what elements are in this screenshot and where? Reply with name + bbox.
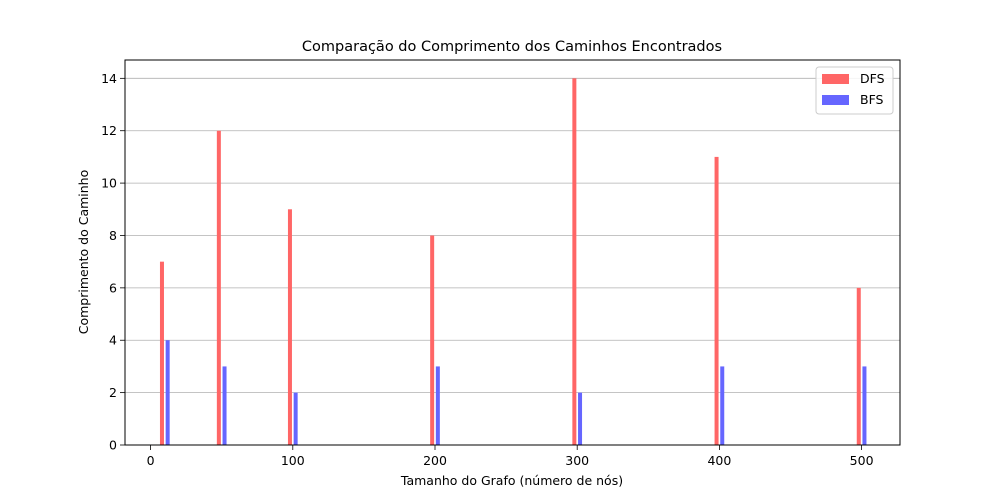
y-tick-label-4: 8 (109, 228, 117, 243)
y-tick-label-6: 12 (101, 123, 117, 138)
bar-bfs-500 (862, 366, 867, 445)
plot-area-frame (124, 59, 901, 446)
x-axis-ticks: 0 100 200 300 400 500 (147, 445, 874, 468)
legend-swatch-dfs (822, 74, 849, 84)
x-tick-label-3: 300 (565, 453, 589, 468)
y-tick-label-5: 10 (101, 176, 117, 191)
bar-dfs-500 (856, 287, 861, 445)
bar-dfs-300 (572, 78, 577, 445)
y-tick-label-0: 0 (109, 438, 117, 453)
bar-dfs-50 (216, 130, 221, 445)
x-tick-label-2: 200 (423, 453, 447, 468)
grid-lines (125, 77, 900, 394)
bar-bfs-100 (293, 392, 298, 445)
x-tick-label-0: 0 (147, 453, 155, 468)
bar-dfs-10 (159, 261, 164, 445)
bar-dfs-400 (714, 156, 719, 445)
y-tick-label-7: 14 (101, 71, 117, 86)
legend: DFS BFS (815, 66, 894, 115)
bar-bfs-300 (578, 392, 583, 445)
bar-bfs-200 (435, 366, 440, 445)
bars (159, 78, 867, 445)
x-tick-label-1: 100 (281, 453, 305, 468)
y-axis-label: Comprimento do Caminho (76, 170, 91, 335)
bar-bfs-50 (222, 366, 227, 445)
x-tick-label-4: 400 (707, 453, 731, 468)
y-axis-ticks: 0 2 4 6 8 10 12 14 (101, 71, 125, 453)
x-axis-label: Tamanho do Grafo (número de nós) (400, 473, 623, 488)
legend-label-bfs: BFS (860, 92, 884, 107)
x-tick-label-5: 500 (850, 453, 874, 468)
bar-bfs-10 (165, 340, 170, 445)
y-tick-label-3: 6 (109, 280, 117, 295)
legend-label-dfs: DFS (860, 71, 885, 86)
legend-swatch-bfs (822, 95, 849, 105)
y-tick-label-1: 2 (109, 385, 117, 400)
chart-title: Comparação do Comprimento dos Caminhos E… (302, 39, 722, 55)
bar-dfs-200 (430, 235, 435, 445)
bar-bfs-400 (720, 366, 725, 445)
y-tick-label-2: 4 (109, 333, 117, 348)
bar-dfs-100 (287, 209, 292, 445)
